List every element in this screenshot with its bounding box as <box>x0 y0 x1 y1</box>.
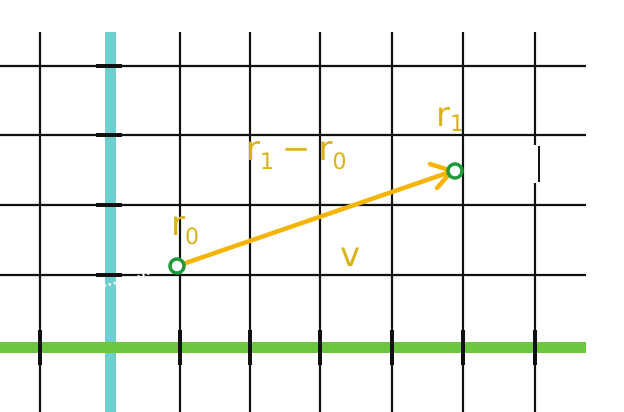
label-diff-a-subscript: 1 <box>260 150 274 175</box>
label-r0-base: r <box>171 204 185 244</box>
point-r0 <box>168 257 186 275</box>
grid-gap <box>530 145 540 183</box>
label-r1: r1 <box>436 95 464 137</box>
label-difference: r1− r0 <box>246 129 346 175</box>
grid-lines <box>0 32 586 412</box>
vertical-axis <box>105 32 116 412</box>
label-r0-subscript: 0 <box>185 225 199 250</box>
label-diff-operator: − <box>282 129 311 169</box>
label-r1-base: r <box>436 95 450 135</box>
point-r1 <box>446 162 464 180</box>
label-r0: r0 <box>171 204 199 250</box>
horizontal-axis <box>0 342 586 353</box>
vertical-axis-ticks <box>96 64 122 277</box>
label-diff-b-base: r <box>318 129 332 169</box>
label-velocity: v <box>340 235 360 275</box>
horizontal-axis-ticks <box>38 330 537 365</box>
vector-arrow-shaft <box>174 169 453 269</box>
label-r1-subscript: 1 <box>450 112 464 137</box>
label-diff-b-subscript: 0 <box>332 150 346 175</box>
label-diff-a-base: r <box>246 129 260 169</box>
